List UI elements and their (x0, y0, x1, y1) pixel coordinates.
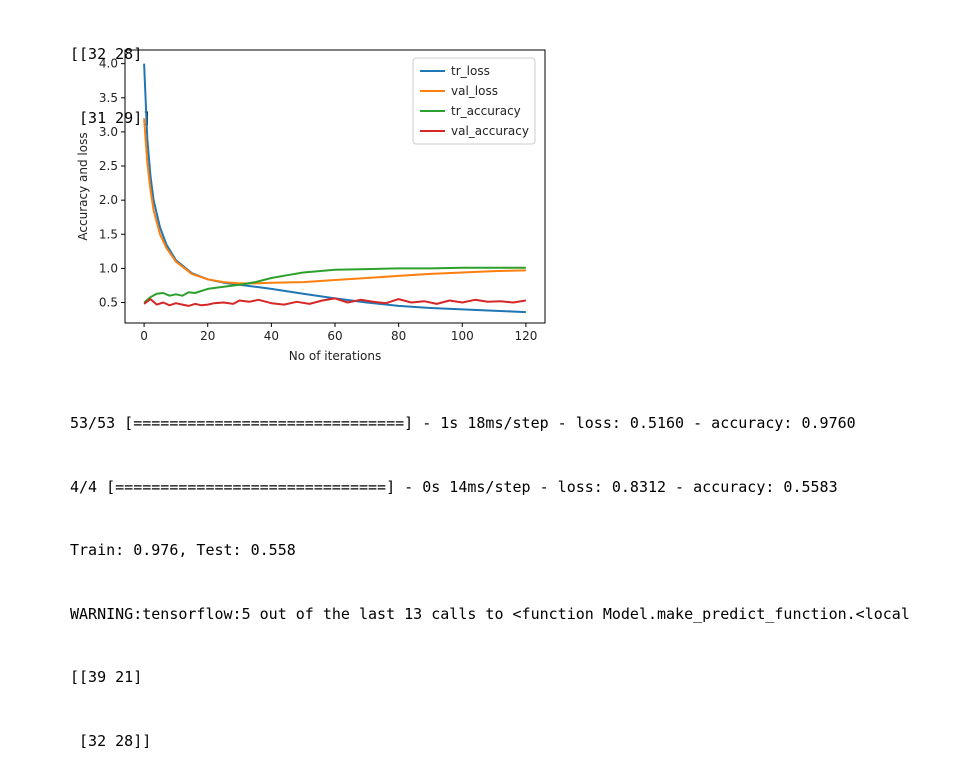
output-line: 4/4 [==============================] - 0… (70, 477, 838, 496)
output-line: 53/53 [==============================] -… (70, 414, 856, 432)
output-line: [32 28]] (70, 731, 152, 750)
plot-svg: 0 20 40 60 80 100 120 0.5 1.0 1.5 2.0 2.5 3.0 3.5 4.0 N… (76, 49, 546, 363)
legend-label: tr_accuracy (451, 104, 521, 118)
legend-label: val_loss (451, 84, 498, 98)
x-tick-label: 60 (327, 329, 342, 343)
y-tick-label: 1.5 (99, 227, 118, 241)
loss-accuracy-plot: 0 20 40 60 80 100 120 0.5 1.0 1.5 2.0 2.5 3.0 3.5 4.0 N… (60, 45, 560, 370)
y-tick-label: 3.5 (99, 91, 118, 105)
series-line-val-loss (143, 118, 526, 285)
y-tick-label: 2.0 (99, 193, 118, 207)
legend-label: val_accuracy (451, 124, 529, 138)
x-tick-label: 100 (451, 329, 474, 343)
y-tick-label: 3.0 (99, 125, 118, 139)
legend-label: tr_loss (451, 64, 490, 78)
legend-box (412, 57, 536, 145)
warning-line: WARNING:tensorflow:5 out of the last 13 … (70, 604, 910, 623)
y-axis-label: Accuracy and loss (76, 132, 90, 240)
series-line-tr-accuracy (143, 266, 526, 304)
x-tick-label: 80 (391, 329, 406, 343)
output-line: [[39 21] (70, 668, 143, 686)
x-tick-label: 120 (514, 329, 537, 343)
series-line-val-accuracy (143, 297, 527, 307)
x-axis-label: No of iterations (289, 349, 381, 363)
y-tick-label: 1.0 (99, 261, 118, 275)
y-tick-label: 2.5 (99, 159, 118, 173)
x-tick-label: 20 (200, 329, 215, 343)
output-line: [31 29]] (70, 108, 152, 127)
cell-output-top: [[32 28] [31 29]] (70, 2, 151, 150)
x-tick-label: 0 (140, 329, 148, 343)
cell-output-bottom: 53/53 [==============================] -… (70, 371, 910, 773)
y-tick-label: 4.0 (99, 57, 118, 71)
y-tick-label: 0.5 (99, 296, 118, 310)
x-tick-label: 40 (264, 329, 279, 343)
output-line: Train: 0.976, Test: 0.558 (70, 541, 296, 559)
